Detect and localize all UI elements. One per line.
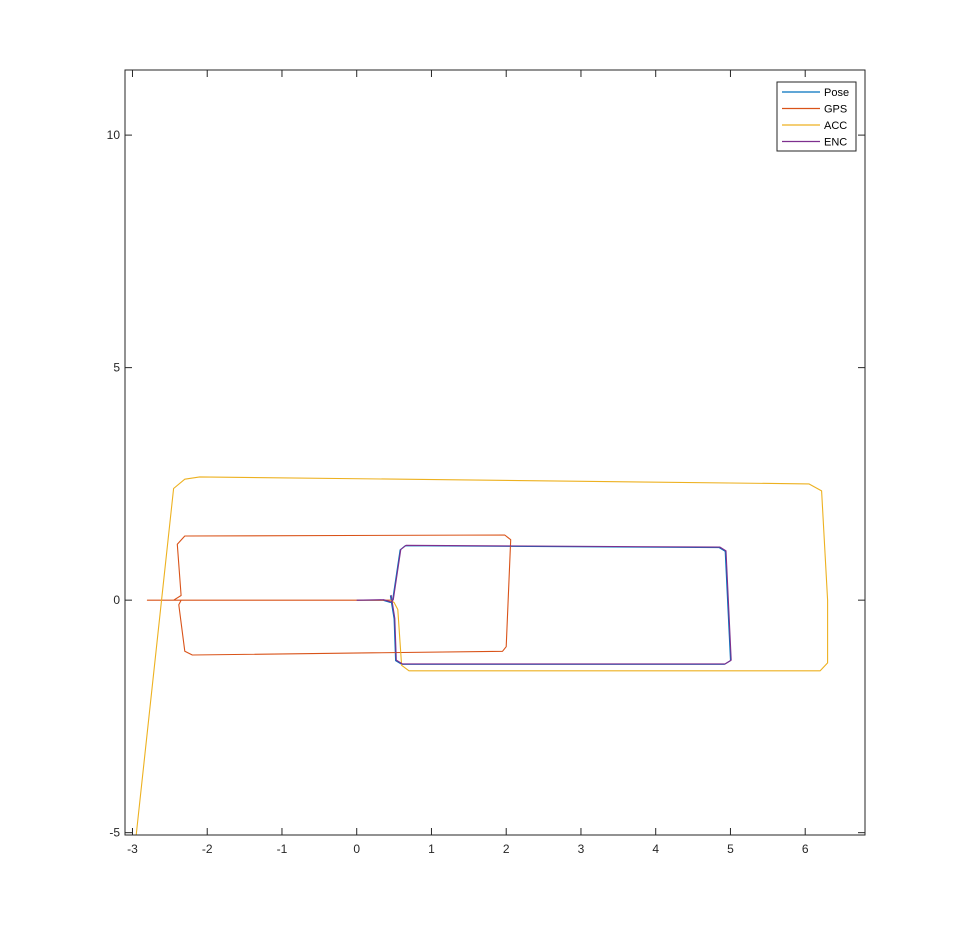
y-tick-label: 5 [113, 361, 120, 375]
x-tick-label: 5 [727, 842, 734, 856]
x-tick-label: -3 [127, 842, 138, 856]
x-tick-label: 1 [428, 842, 435, 856]
x-tick-label: -2 [202, 842, 213, 856]
legend-label-acc: ACC [824, 120, 847, 132]
y-tick-label: 0 [113, 593, 120, 607]
series-line-enc [356, 544, 732, 665]
axes-box [124, 69, 866, 836]
series-line-gps [146, 534, 512, 656]
x-tick-label: 2 [503, 842, 510, 856]
x-tick-label: 3 [578, 842, 585, 856]
legend[interactable]: Pose GPS ACC ENC [776, 81, 857, 152]
x-tick-label: 4 [652, 842, 659, 856]
legend-label-gps: GPS [824, 104, 847, 116]
series-line-acc [135, 476, 829, 835]
legend-label-pose: Pose [824, 87, 849, 99]
x-tick-label: 6 [802, 842, 809, 856]
y-tick-label: 10 [107, 128, 121, 142]
tick-layer: -3 -2 -1 0 1 2 3 4 5 6 -5 0 5 10 [107, 70, 865, 856]
y-tick-label: -5 [109, 826, 120, 840]
x-tick-label: -1 [277, 842, 288, 856]
axes-background [125, 70, 865, 835]
x-tick-label: 0 [353, 842, 360, 856]
legend-box [776, 81, 857, 152]
legend-label-enc: ENC [824, 137, 847, 149]
series-layer [135, 476, 829, 835]
